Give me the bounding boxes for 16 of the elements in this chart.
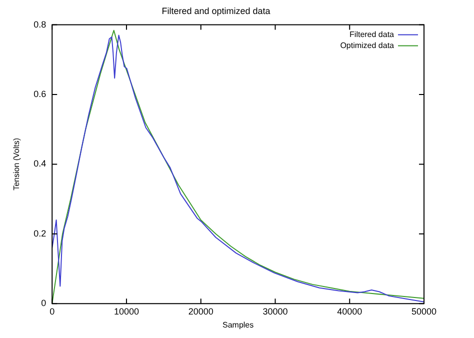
x-tick-label: 30000: [262, 306, 288, 316]
y-tick-label: 0: [41, 298, 46, 308]
y-axis-title: Tension (Volts): [12, 138, 22, 190]
x-tick-label: 0: [50, 306, 55, 316]
y-tick-label: 0.4: [34, 158, 46, 169]
y-tick-label: 0.8: [34, 19, 46, 30]
x-tick-label: 10000: [114, 306, 140, 316]
x-tick-label: 20000: [188, 306, 214, 316]
legend-label: Optimized data: [340, 41, 395, 50]
x-axis-title: Samples: [222, 320, 254, 330]
y-tick-label: 0.2: [34, 228, 46, 238]
x-tick-label: 40000: [337, 306, 362, 316]
y-tick-label: 0.6: [34, 88, 46, 99]
legend-label: Filtered data: [350, 30, 395, 40]
chart-title: Filtered and optimized data: [162, 6, 270, 16]
x-tick-label: 50000: [411, 306, 437, 316]
